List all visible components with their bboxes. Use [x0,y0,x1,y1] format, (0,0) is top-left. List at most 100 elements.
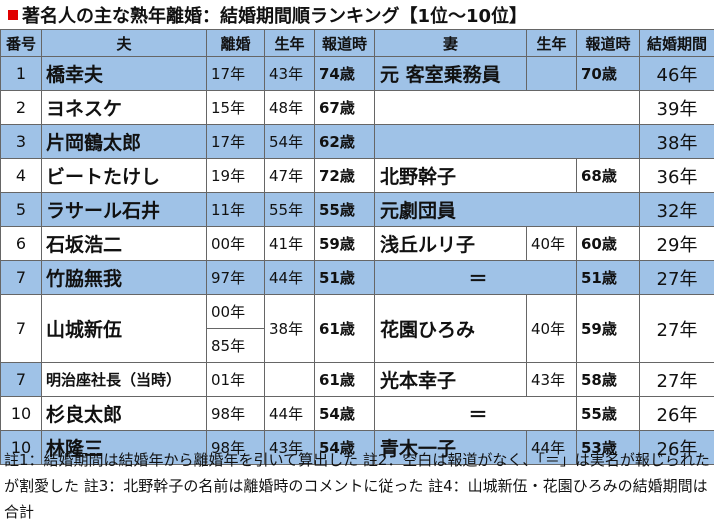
header-husband: 夫 [41,29,207,57]
divorce-year-cell: 98年 [206,396,265,431]
husband-born-cell: 47年 [264,158,315,193]
header-reported-husband: 報道時 [314,29,375,57]
husband-age-cell: 59歳 [314,226,375,261]
marriage-period-cell: 27年 [639,260,714,295]
rank-cell: 4 [0,158,42,193]
wife-cell: 浅丘ルリ子 [374,226,527,261]
marriage-period-cell: 29年 [639,226,714,261]
husband-cell: 石坂浩二 [41,226,207,261]
husband-cell: ビートたけし [41,158,207,193]
divorce-year-cell: 17年 [206,56,265,91]
divorce-year-cell: 11年 [206,192,265,227]
wife-age-cell: 55歳 [576,396,640,431]
table-row: 4 ビートたけし 19年 47年 72歳 北野幹子 68歳 36年 [0,158,714,193]
wife-age-cell: 70歳 [576,56,640,91]
husband-cell: 竹脇無我 [41,260,207,295]
table-row: 7 山城新伍 00年 38年 61歳 花園ひろみ 40年 59歳 27年 [0,294,714,363]
marriage-period-cell: 39年 [639,90,714,125]
table-row: 10 杉良太郎 98年 44年 54歳 ＝ 55歳 26年 [0,396,714,431]
red-square-icon [8,9,18,20]
husband-cell: 杉良太郎 [41,396,207,431]
table-row-continuation: 85年 [1,328,714,363]
table-row: 5 ラサール石井 11年 55年 55歳 元劇団員 32年 [0,192,714,227]
wife-cell: 光本幸子 [374,362,527,397]
husband-age-cell: 51歳 [314,260,375,295]
husband-cell: ラサール石井 [41,192,207,227]
husband-cell: 片岡鶴太郎 [41,124,207,159]
marriage-period-cell: 38年 [639,124,714,159]
wife-cell [374,90,640,125]
husband-cell: 橋幸夫 [41,56,207,91]
divorce-year-cell: 15年 [206,90,265,125]
husband-age-cell: 74歳 [314,56,375,91]
divorce-year-cell: 01年 [206,362,265,397]
wife-born-cell: 43年 [526,362,577,397]
husband-born-cell: 54年 [264,124,315,159]
wife-born-cell: 44年 [526,430,577,465]
wife-age-cell: 60歳 [576,226,640,261]
wife-age-cell: 53歳 [576,430,640,465]
husband-cell: 林隆三 [41,430,207,465]
divorce-year-cell: 85年 [206,328,265,363]
husband-born-cell [264,362,315,397]
rank-cell: 7 [0,362,42,397]
wife-cell: 北野幹子 [374,158,577,193]
wife-born-cell: 40年 [526,226,577,261]
husband-born-cell: 55年 [264,192,315,227]
divorce-year-cell: 00年 [206,226,265,261]
marriage-period-cell: 26年 [639,396,714,431]
header-born-wife: 生年 [526,29,577,57]
husband-age-cell: 61歳 [314,362,375,397]
husband-age-cell: 72歳 [314,158,375,193]
husband-age-cell: 67歳 [314,90,375,125]
rank-cell: 6 [0,226,42,261]
husband-born-cell: 48年 [264,90,315,125]
wife-born-cell: 40年 [526,294,577,363]
marriage-period-cell: 27年 [639,294,714,363]
husband-cell: 明治座社長（当時） [41,362,207,397]
header-wife: 妻 [374,29,527,57]
marriage-period-cell: 46年 [639,56,714,91]
header-born-husband: 生年 [264,29,315,57]
marriage-period-cell: 32年 [639,192,714,227]
header-reported-wife: 報道時 [576,29,640,57]
marriage-period-cell: 36年 [639,158,714,193]
table-row: 3 片岡鶴太郎 17年 54年 62歳 38年 [0,124,714,159]
marriage-period-cell: 26年 [639,430,714,465]
wife-cell: 元 客室乗務員 [374,56,527,91]
rank-cell: 1 [0,56,42,91]
rank-cell: 7 [0,260,42,295]
header-period: 結婚期間 [639,29,714,57]
husband-age-cell: 61歳 [314,294,375,363]
wife-cell: 花園ひろみ [374,294,527,363]
table-row: 1 橋幸夫 17年 43年 74歳 元 客室乗務員 70歳 46年 [0,56,714,91]
ranking-table: 番号 夫 離婚 生年 報道時 妻 生年 報道時 結婚期間 1 橋幸夫 17年 4… [0,29,714,465]
rank-cell: 5 [0,192,42,227]
divorce-year-cell: 00年 [206,294,265,329]
wife-age-cell: 58歳 [576,362,640,397]
husband-born-cell: 43年 [264,430,315,465]
husband-cell: 山城新伍 [41,294,207,363]
wife-born-cell [526,56,577,91]
wife-cell: ＝ [374,260,577,295]
header-row: 番号 夫 離婚 生年 報道時 妻 生年 報道時 結婚期間 [0,29,714,57]
rank-cell: 10 [0,396,42,431]
wife-age-cell: 59歳 [576,294,640,363]
husband-age-cell: 54歳 [314,396,375,431]
marriage-period-cell: 27年 [639,362,714,397]
rank-cell: 7 [0,294,42,363]
title-text: 著名人の主な熟年離婚：結婚期間順ランキング【1位～10位】 [22,5,528,27]
wife-cell: ＝ [374,396,577,431]
husband-born-cell: 43年 [264,56,315,91]
rank-cell: 2 [0,90,42,125]
table-row: 7 明治座社長（当時） 01年 61歳 光本幸子 43年 58歳 27年 [0,362,714,397]
husband-born-cell: 44年 [264,396,315,431]
husband-age-cell: 55歳 [314,192,375,227]
husband-age-cell: 54歳 [314,430,375,465]
footnotes: 註1：結婚期間は結婚年から離婚年を引いて算出した 註2：空白は報道がなく、「＝」… [4,451,710,521]
wife-cell [374,124,640,159]
wife-age-cell: 68歳 [576,158,640,193]
husband-cell: ヨネスケ [41,90,207,125]
divorce-year-cell: 97年 [206,260,265,295]
husband-age-cell: 62歳 [314,124,375,159]
